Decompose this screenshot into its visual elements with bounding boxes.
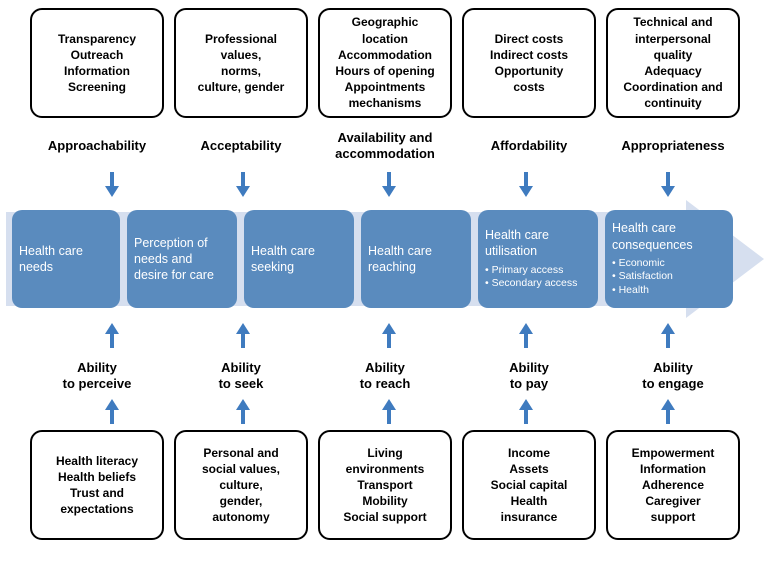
process-box-title: Health careseeking [251,243,347,276]
up-arrow-icon [234,398,252,426]
process-box-bullets: EconomicSatisfactionHealth [612,257,726,298]
supply-box: Professionalvalues,norms,culture, gender [174,8,308,118]
up-arrow-icon [380,398,398,426]
supply-box: TransparencyOutreachInformationScreening [30,8,164,118]
bullet-item: Economic [612,257,726,271]
supply-box: Technical andinterpersonalqualityAdequac… [606,8,740,118]
down-arrow-icon [103,170,121,198]
ability-label: Abilityto reach [318,358,452,394]
bottom-ability-labels: Abilityto perceive Abilityto seek Abilit… [30,358,741,394]
supply-box: GeographiclocationAccommodationHours of … [318,8,452,118]
demand-box: IncomeAssetsSocial capitalHealthinsuranc… [462,430,596,540]
demand-box: Health literacyHealth beliefsTrust andex… [30,430,164,540]
up-arrow-icon [659,322,677,350]
up-arrow-icon [517,398,535,426]
up-arrow-icon [103,322,121,350]
process-box-title: Health careconsequences [612,220,726,253]
top-supply-boxes: TransparencyOutreachInformationScreening… [30,8,741,118]
process-box: Health careutilisation Primary accessSeco… [478,210,598,308]
process-box-title: Perception ofneeds anddesire for care [134,235,230,284]
process-box: Health careneeds [12,210,120,308]
dimension-label: Approachability [30,128,164,164]
dimension-label: Appropriateness [606,128,740,164]
demand-box: Personal andsocial values,culture,gender… [174,430,308,540]
dimension-label: Availability andaccommodation [318,128,452,164]
down-arrow-icon [380,170,398,198]
up-arrow-icon [517,322,535,350]
up-arrow-icon [103,398,121,426]
down-arrow-icon [517,170,535,198]
ability-label: Abilityto perceive [30,358,164,394]
demand-box: EmpowermentInformationAdherenceCaregiver… [606,430,740,540]
bullet-item: Satisfaction [612,270,726,284]
up-arrow-icon [234,322,252,350]
ability-label: Abilityto engage [606,358,740,394]
bottom-demand-boxes: Health literacyHealth beliefsTrust andex… [30,430,741,540]
bullet-item: Primary access [485,264,591,278]
dimension-label: Acceptability [174,128,308,164]
access-to-care-diagram: TransparencyOutreachInformationScreening… [0,0,771,573]
down-arrow-icon [659,170,677,198]
process-box: Health careseeking [244,210,354,308]
up-arrow-icon [380,322,398,350]
process-box-title: Health carereaching [368,243,464,276]
dimension-label: Affordability [462,128,596,164]
ability-label: Abilityto seek [174,358,308,394]
up-arrow-icon [659,398,677,426]
process-box-title: Health careneeds [19,243,113,276]
bullet-item: Health [612,284,726,298]
top-dimension-labels: Approachability Acceptability Availabili… [30,128,741,164]
ability-label: Abilityto pay [462,358,596,394]
process-box: Health carereaching [361,210,471,308]
process-box-title: Health careutilisation [485,227,591,260]
bullet-item: Secondary access [485,277,591,291]
process-box: Perception ofneeds anddesire for care [127,210,237,308]
process-box: Health careconsequences EconomicSatisfact… [605,210,733,308]
demand-box: LivingenvironmentsTransportMobilitySocia… [318,430,452,540]
down-arrow-icon [234,170,252,198]
process-box-bullets: Primary accessSecondary access [485,264,591,291]
supply-box: Direct costsIndirect costsOpportunitycos… [462,8,596,118]
process-boxes: Health careneeds Perception ofneeds andde… [12,210,733,308]
